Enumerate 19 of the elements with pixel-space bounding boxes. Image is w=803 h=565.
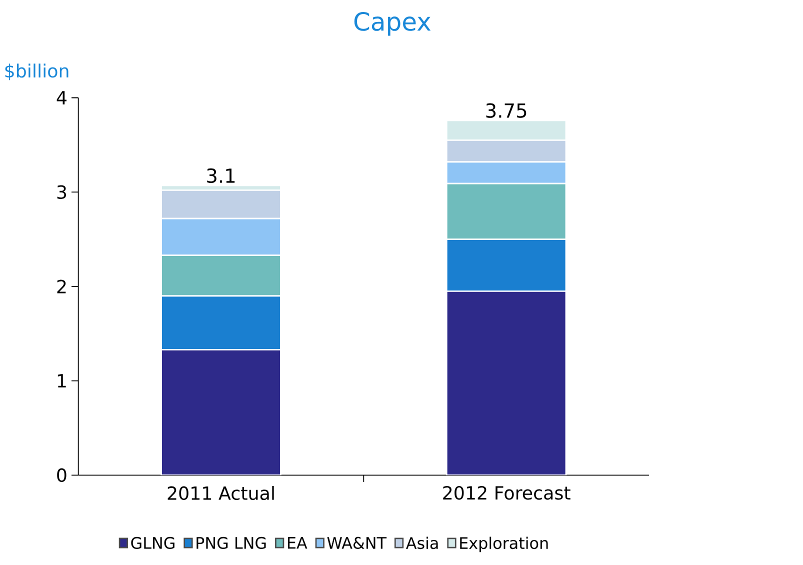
y-tick-label: 4 — [56, 91, 66, 104]
chart-title: Capex — [354, 12, 431, 36]
legend-label: GLNG — [131, 536, 174, 549]
x-tick-label: 2011 Actual — [168, 486, 274, 500]
legend-label: Asia — [406, 536, 438, 550]
y-tick-label: 2 — [57, 280, 66, 294]
legend-label: Exploration — [460, 536, 548, 552]
y-tick-label: 3 — [57, 185, 66, 199]
total-label: 3.75 — [486, 103, 526, 118]
y-tick-label: 1 — [58, 374, 66, 388]
y-tick-label: 0 — [57, 468, 66, 482]
y-axis-title: $billion — [5, 64, 68, 80]
total-label: 3.1 — [207, 168, 235, 184]
bar — [446, 290, 567, 476]
bar — [160, 348, 282, 476]
x-tick-label: 2012 Forecast — [443, 486, 570, 500]
legend-label: EA — [288, 537, 308, 549]
legend-label: PNG LNG — [196, 536, 266, 549]
legend-label: WA&NT — [327, 536, 387, 549]
